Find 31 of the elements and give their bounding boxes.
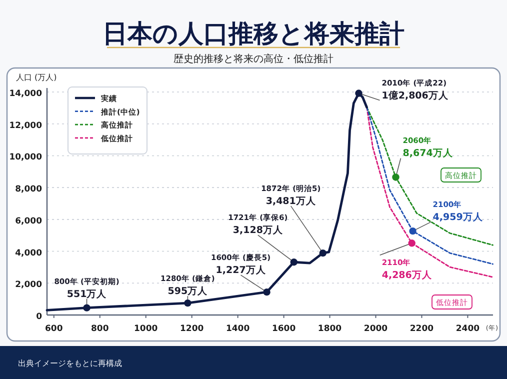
- y-tick-label: 6,000: [15, 216, 42, 226]
- y-tick-label: 0: [36, 312, 42, 322]
- y-tick-label: 12,000: [9, 120, 42, 131]
- y-axis-title: 人口 (万人): [16, 73, 57, 82]
- chart-title: 日本の人口推移と将来推計: [102, 19, 404, 48]
- point: [408, 240, 416, 247]
- y-tick-label: 14,000: [9, 89, 42, 99]
- x-tick-label: 1600: [272, 324, 296, 334]
- point: [184, 299, 192, 307]
- point: [319, 249, 326, 257]
- point: [409, 227, 416, 235]
- point: [392, 174, 400, 181]
- x-tick-label: 1400: [226, 324, 250, 334]
- x-tick-label: 1000: [134, 324, 158, 334]
- point: [290, 258, 298, 266]
- x-tick-label: 2400: [456, 324, 480, 334]
- y-tick-label: 4,000: [15, 248, 42, 258]
- y-tick-label: 2,000: [15, 280, 42, 290]
- x-tick-label: 1800: [318, 324, 342, 334]
- y-tick-label: 10,000: [9, 152, 42, 163]
- x-tick-label: 800: [91, 324, 109, 334]
- chart-subtitle: 歴史的推移と将来の高位・低位推計: [174, 53, 334, 65]
- y-tick-label: 8,000: [15, 184, 42, 195]
- x-tick-label: 1200: [180, 324, 204, 334]
- x-tick-label: 600: [45, 324, 63, 334]
- point: [355, 90, 362, 97]
- point: [83, 304, 90, 312]
- text: 出典イメージをもとに再構成: [18, 359, 122, 368]
- x-tick-label: 2000: [364, 324, 388, 334]
- x-tick-label: 2200: [410, 324, 434, 334]
- point: [263, 288, 270, 296]
